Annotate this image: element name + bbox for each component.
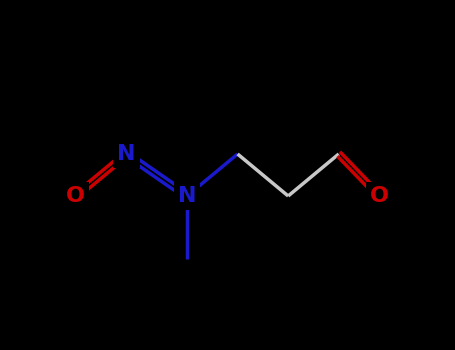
Text: N: N <box>117 144 136 164</box>
Text: O: O <box>369 186 389 206</box>
Text: O: O <box>66 186 86 206</box>
Text: N: N <box>178 186 196 206</box>
